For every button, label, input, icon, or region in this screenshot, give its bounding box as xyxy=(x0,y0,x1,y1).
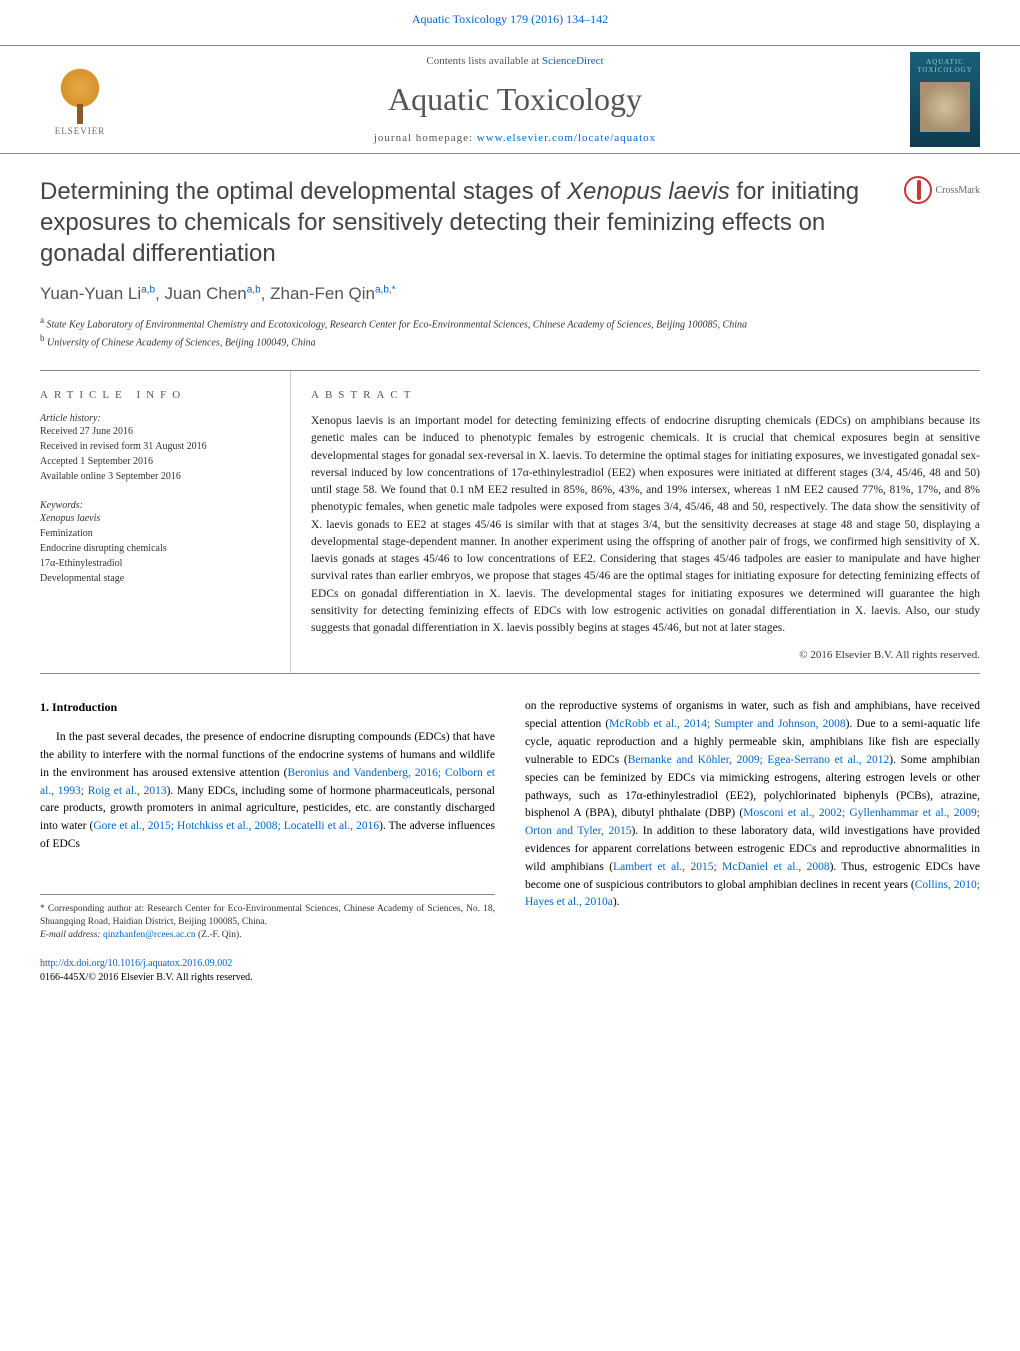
crossmark-badge[interactable]: CrossMark xyxy=(904,176,980,204)
crossmark-icon xyxy=(904,176,932,204)
email-name: (Z.-F. Qin). xyxy=(196,930,242,940)
keyword-1: Feminization xyxy=(40,526,260,541)
header-center: Contents lists available at ScienceDirec… xyxy=(120,55,910,144)
citation-link-4[interactable]: Bernanke and Köhler, 2009; Egea-Serrano … xyxy=(628,754,890,766)
body-column-left: 1. Introduction In the past several deca… xyxy=(40,698,495,942)
article-info-header: article info xyxy=(40,389,260,401)
keywords-label: Keywords: xyxy=(40,500,260,511)
doi-area: http://dx.doi.org/10.1016/j.aquatox.2016… xyxy=(40,957,980,985)
history-accepted: Accepted 1 September 2016 xyxy=(40,454,260,469)
corresponding-footnote: * Corresponding author at: Research Cent… xyxy=(40,903,495,930)
email-label: E-mail address: xyxy=(40,930,103,940)
homepage-label: journal homepage: xyxy=(374,132,477,144)
affiliations: a State Key Laboratory of Environmental … xyxy=(40,314,980,351)
author-1-aff: a,b xyxy=(141,284,155,295)
keyword-3: 17α-Ethinylestradiol xyxy=(40,556,260,571)
cover-title-2: TOXICOLOGY xyxy=(917,66,973,74)
col2-text-6: ). xyxy=(613,896,620,908)
body-para-right: on the reproductive systems of organisms… xyxy=(525,698,980,912)
publisher-name: ELSEVIER xyxy=(55,126,106,136)
citation-link-3[interactable]: McRobb et al., 2014; Sumpter and Johnson… xyxy=(609,718,845,730)
cover-image-icon xyxy=(920,82,970,132)
footnote-area: * Corresponding author at: Research Cent… xyxy=(40,894,495,943)
author-2-aff: a,b xyxy=(247,284,261,295)
affiliation-b: University of Chinese Academy of Science… xyxy=(47,337,316,348)
homepage-line: journal homepage: www.elsevier.com/locat… xyxy=(120,132,910,144)
article-title: Determining the optimal developmental st… xyxy=(40,176,884,270)
history-revised: Received in revised form 31 August 2016 xyxy=(40,439,260,454)
history-label: Article history: xyxy=(40,413,260,424)
history-online: Available online 3 September 2016 xyxy=(40,469,260,484)
publisher-logo: ELSEVIER xyxy=(40,55,120,145)
contents-text: Contents lists available at xyxy=(426,55,541,67)
copyright: © 2016 Elsevier B.V. All rights reserved… xyxy=(311,649,980,673)
keyword-2: Endocrine disrupting chemicals xyxy=(40,541,260,556)
journal-reference: Aquatic Toxicology 179 (2016) 134–142 xyxy=(0,0,1020,45)
history-received: Received 27 June 2016 xyxy=(40,424,260,439)
title-part1: Determining the optimal developmental st… xyxy=(40,178,567,205)
keyword-0: Xenopus laevis xyxy=(40,511,260,526)
email-link[interactable]: qinzhanfen@rcees.ac.cn xyxy=(103,930,196,940)
contents-line: Contents lists available at ScienceDirec… xyxy=(120,55,910,67)
author-3-aff: a,b,* xyxy=(375,284,396,295)
citation-link-6[interactable]: Lambert et al., 2015; McDaniel et al., 2… xyxy=(613,861,830,873)
journal-cover: AQUATIC TOXICOLOGY xyxy=(910,52,980,147)
author-1: Yuan-Yuan Li xyxy=(40,284,141,303)
article-info-column: article info Article history: Received 2… xyxy=(40,371,260,673)
abstract-header: abstract xyxy=(311,389,980,401)
title-species: Xenopus laevis xyxy=(567,178,730,205)
body-column-right: on the reproductive systems of organisms… xyxy=(525,698,980,942)
citation-link-2[interactable]: Gore et al., 2015; Hotchkiss et al., 200… xyxy=(93,820,379,832)
header-bar: ELSEVIER Contents lists available at Sci… xyxy=(0,45,1020,154)
author-2: Juan Chen xyxy=(165,284,247,303)
homepage-link[interactable]: www.elsevier.com/locate/aquatox xyxy=(477,132,656,144)
doi-link[interactable]: http://dx.doi.org/10.1016/j.aquatox.2016… xyxy=(40,958,232,969)
intro-heading: 1. Introduction xyxy=(40,698,495,717)
abstract-text: Xenopus laevis is an important model for… xyxy=(311,413,980,637)
author-3: Zhan-Fen Qin xyxy=(270,284,375,303)
crossmark-label: CrossMark xyxy=(936,185,980,196)
cover-title-1: AQUATIC xyxy=(926,58,964,66)
keyword-4: Developmental stage xyxy=(40,571,260,586)
authors: Yuan-Yuan Lia,b, Juan Chena,b, Zhan-Fen … xyxy=(40,284,980,304)
abstract-column: abstract Xenopus laevis is an important … xyxy=(290,371,980,673)
issn-line: 0166-445X/© 2016 Elsevier B.V. All right… xyxy=(40,971,980,985)
intro-para: In the past several decades, the presenc… xyxy=(40,729,495,854)
journal-name: Aquatic Toxicology xyxy=(120,81,910,118)
affiliation-a: State Key Laboratory of Environmental Ch… xyxy=(47,319,748,330)
elsevier-tree-icon xyxy=(50,64,110,124)
sciencedirect-link[interactable]: ScienceDirect xyxy=(542,55,604,67)
